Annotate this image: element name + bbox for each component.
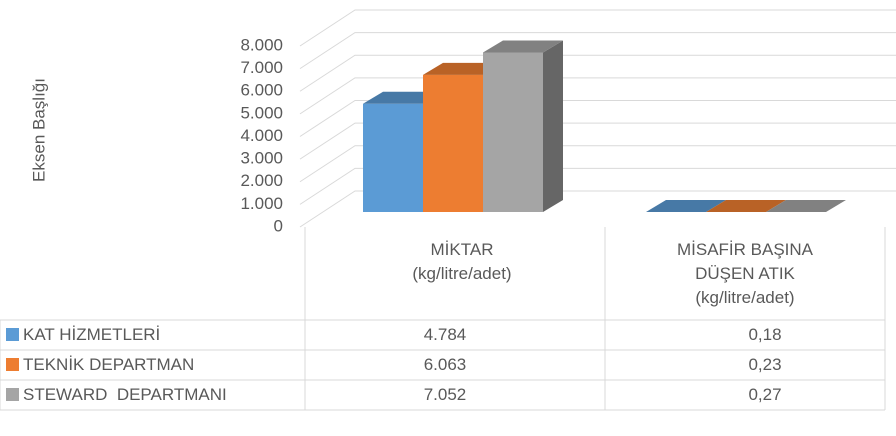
legend-entry: TEKNİK DEPARTMAN (0, 350, 194, 380)
bar-top (766, 199, 846, 212)
bar (483, 52, 543, 212)
bar-top (706, 199, 786, 212)
legend-text: TEKNİK DEPARTMAN (23, 355, 195, 374)
grid-line (299, 100, 896, 137)
legend-text: KAT HİZMETLERİ (23, 325, 161, 344)
y-tick-label: 1.000 (240, 194, 283, 213)
legend-text: STEWARD DEPARTMANI (23, 385, 227, 404)
legend-swatch (6, 388, 19, 401)
category-label: MİSAFİR BAŞINA DÜŞEN ATIK (kg/litre/adet… (676, 240, 814, 307)
legend-swatch (6, 328, 19, 341)
y-tick-label: 7.000 (240, 58, 283, 77)
y-tick-label: 0 (274, 216, 283, 235)
table-value: 0,23 (748, 355, 782, 374)
y-tick-label: 4.000 (240, 126, 283, 145)
grid-line (299, 145, 896, 183)
bar (363, 103, 423, 212)
y-axis-label: Eksen Başlığı (29, 78, 48, 182)
legend-entry: STEWARD DEPARTMANI (0, 380, 227, 410)
table-value: 6.063 (423, 355, 467, 374)
y-tick-label: 5.000 (240, 103, 283, 122)
bar-side (826, 199, 846, 212)
bar (423, 74, 483, 213)
grid-line (299, 32, 896, 70)
grid-line (299, 9, 896, 47)
category-label: MİKTAR (kg/litre/adet) (412, 240, 512, 283)
table-value: 0,18 (748, 325, 782, 344)
y-tick-label: 6.000 (240, 81, 283, 100)
grid-line (299, 54, 896, 92)
legend-entry: KAT HİZMETLERİ (0, 320, 160, 350)
bar-top (483, 40, 563, 53)
bar-side (543, 40, 563, 212)
grid-line (299, 190, 896, 228)
table-value: 4.784 (423, 325, 467, 344)
grid-line (299, 122, 896, 160)
table-value: 0,27 (748, 385, 782, 404)
grid-line (299, 167, 896, 205)
y-tick-label: 8.000 (240, 35, 283, 54)
table-value: 7.052 (423, 385, 467, 404)
y-tick-label: 2.000 (240, 171, 283, 190)
legend-swatch (6, 358, 19, 371)
grid-line (299, 77, 896, 115)
bar-top (646, 199, 726, 212)
y-tick-label: 3.000 (240, 149, 283, 168)
